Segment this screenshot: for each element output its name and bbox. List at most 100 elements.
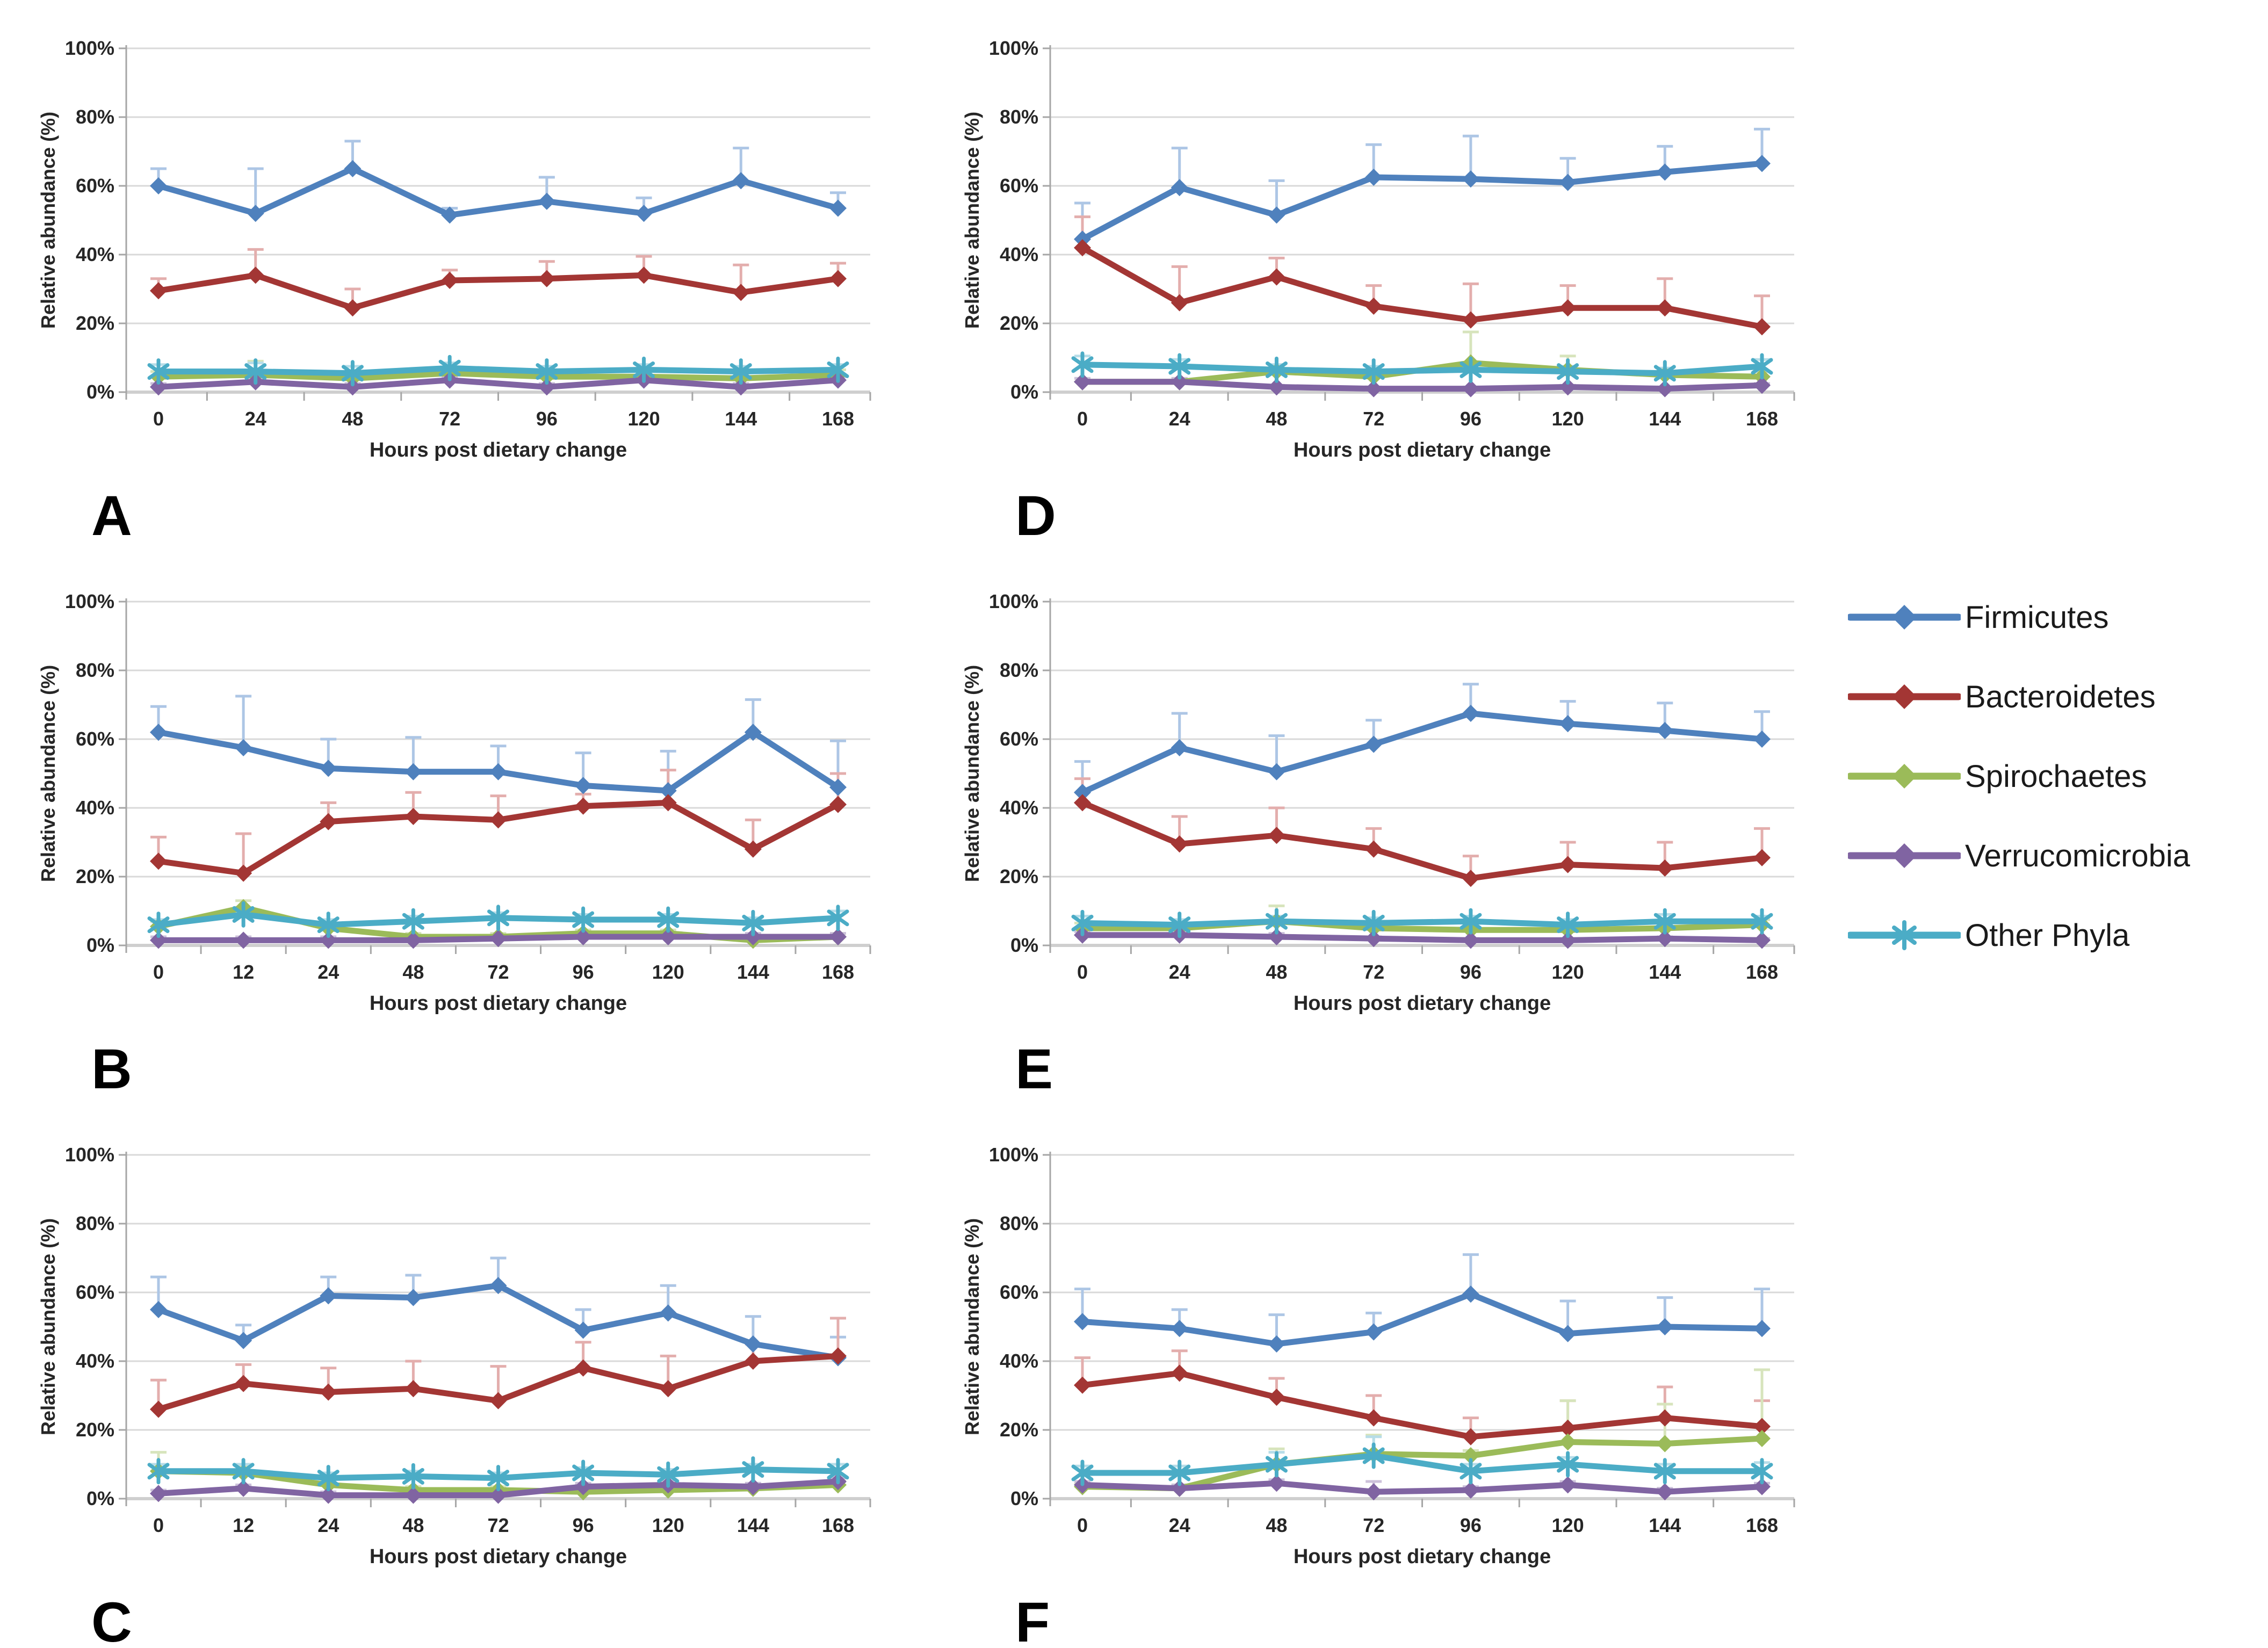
panel-f-letter: F	[1015, 1591, 1050, 1648]
legend-label: Bacteroidetes	[1965, 679, 2156, 714]
svg-text:Relative abundance (%): Relative abundance (%)	[37, 1218, 59, 1435]
svg-text:100%: 100%	[65, 1144, 114, 1166]
svg-text:144: 144	[737, 961, 769, 983]
svg-text:Relative abundance (%): Relative abundance (%)	[961, 665, 983, 882]
panel-c-chart: 0% 20% 40% 60% 80% 100% 0 12 24 48 72 96 120 144 168 Ho…	[37, 1144, 871, 1568]
series-other-phyla	[147, 901, 849, 938]
axis-labels: 0% 20% 40% 60% 80% 100% 0 24 48 72 96 120 144 168 Hour…	[961, 37, 1778, 461]
svg-text:48: 48	[1266, 961, 1287, 983]
svg-text:20%: 20%	[1000, 312, 1038, 334]
series-bacteroidetes	[150, 1347, 847, 1418]
svg-text:48: 48	[342, 408, 363, 430]
series-verrucomicrobia	[150, 928, 847, 949]
panel-c: 0% 20% 40% 60% 80% 100% 0 12 24 48 72 96 120 144 168 Ho…	[32, 1117, 902, 1648]
svg-text:144: 144	[1649, 408, 1681, 430]
error-bars	[1074, 683, 1770, 941]
series-other-phyla	[147, 355, 849, 387]
svg-text:48: 48	[1266, 1514, 1287, 1536]
svg-text:168: 168	[1746, 1514, 1778, 1536]
svg-text:120: 120	[1552, 408, 1584, 430]
svg-text:20%: 20%	[76, 312, 114, 334]
svg-text:120: 120	[628, 408, 660, 430]
svg-text:168: 168	[822, 408, 854, 430]
series-verrucomicrobia	[1074, 373, 1771, 397]
svg-text:0: 0	[153, 408, 164, 430]
svg-text:144: 144	[725, 408, 757, 430]
svg-text:72: 72	[1363, 1514, 1384, 1536]
svg-text:100%: 100%	[989, 37, 1038, 59]
svg-text:96: 96	[1460, 961, 1482, 983]
legend-item-bacteroidetes: Bacteroidetes	[1848, 657, 2267, 736]
firmicutes-line-marker-icon	[1848, 605, 1961, 630]
verrucomicrobia-line-marker-icon	[1848, 843, 1961, 868]
svg-text:168: 168	[1746, 408, 1778, 430]
svg-text:20%: 20%	[76, 1419, 114, 1441]
series-other-phyla	[1071, 351, 1773, 387]
svg-text:0: 0	[1077, 408, 1088, 430]
panel-a-chart: 0% 20% 40% 60% 80% 100% 0 24 48 72 96 120 144 168 Hour…	[37, 37, 871, 461]
svg-text:Hours post dietary change: Hours post dietary change	[1294, 992, 1551, 1015]
series-bacteroidetes	[1074, 1364, 1771, 1445]
svg-text:100%: 100%	[989, 1144, 1038, 1166]
axis-labels: 0% 20% 40% 60% 80% 100% 0 24 48 72 96 120 144 168 Hour…	[961, 1144, 1778, 1568]
svg-text:168: 168	[1746, 961, 1778, 983]
svg-text:48: 48	[402, 961, 424, 983]
svg-text:72: 72	[1363, 408, 1384, 430]
series-bacteroidetes	[150, 266, 847, 317]
svg-text:Relative abundance (%): Relative abundance (%)	[37, 112, 59, 329]
series-bacteroidetes	[1074, 794, 1771, 887]
series-firmicutes	[1074, 705, 1771, 801]
svg-text:0%: 0%	[1010, 934, 1038, 956]
svg-text:40%: 40%	[1000, 797, 1038, 819]
other-phyla-line-marker-icon	[1848, 920, 1961, 950]
svg-text:12: 12	[233, 1514, 254, 1536]
svg-text:0%: 0%	[86, 934, 114, 956]
gridlines	[1043, 1152, 1795, 1507]
svg-text:40%: 40%	[76, 797, 114, 819]
panel-c-letter: C	[91, 1591, 132, 1648]
svg-text:48: 48	[402, 1514, 424, 1536]
svg-text:100%: 100%	[65, 37, 114, 59]
svg-text:Hours post dietary change: Hours post dietary change	[370, 439, 627, 461]
panel-d: 0% 20% 40% 60% 80% 100% 0 24 48 72 96 120 144 168 Hour…	[956, 11, 1826, 556]
svg-text:20%: 20%	[76, 865, 114, 887]
svg-text:20%: 20%	[1000, 865, 1038, 887]
svg-text:72: 72	[487, 961, 509, 983]
gridlines	[1043, 598, 1795, 954]
svg-text:Hours post dietary change: Hours post dietary change	[370, 992, 627, 1015]
axis-labels: 0% 20% 40% 60% 80% 100% 0 24 48 72 96 120 144 168 Hour…	[961, 590, 1778, 1015]
panel-a-letter: A	[91, 485, 132, 547]
svg-text:Hours post dietary change: Hours post dietary change	[1294, 1545, 1551, 1568]
svg-text:80%: 80%	[76, 1212, 114, 1234]
panel-e: 0% 20% 40% 60% 80% 100% 0 24 48 72 96 120 144 168 Hour…	[956, 564, 1826, 1109]
panel-d-letter: D	[1015, 485, 1056, 547]
svg-text:72: 72	[1363, 961, 1384, 983]
legend: Firmicutes Bacteroidetes Spirochaetes Ve…	[1848, 577, 2267, 975]
svg-text:0%: 0%	[86, 381, 114, 403]
svg-text:96: 96	[1460, 408, 1482, 430]
legend-item-firmicutes: Firmicutes	[1848, 577, 2267, 657]
svg-text:72: 72	[487, 1514, 509, 1536]
svg-text:40%: 40%	[76, 243, 114, 265]
svg-text:80%: 80%	[1000, 1212, 1038, 1234]
svg-text:0%: 0%	[86, 1487, 114, 1509]
svg-text:60%: 60%	[1000, 175, 1038, 197]
series-other-phyla	[1071, 1442, 1773, 1486]
series-verrucomicrobia	[1074, 1474, 1771, 1501]
svg-text:144: 144	[1649, 961, 1681, 983]
svg-text:100%: 100%	[989, 590, 1038, 612]
series-firmicutes	[150, 1277, 847, 1367]
svg-text:96: 96	[573, 961, 594, 983]
svg-text:96: 96	[536, 408, 558, 430]
svg-text:Hours post dietary change: Hours post dietary change	[1294, 439, 1551, 461]
legend-item-other-phyla: Other Phyla	[1848, 895, 2267, 975]
svg-text:96: 96	[1460, 1514, 1482, 1536]
svg-text:60%: 60%	[76, 728, 114, 750]
svg-text:0: 0	[1077, 961, 1088, 983]
svg-text:72: 72	[439, 408, 460, 430]
svg-text:Relative abundance (%): Relative abundance (%)	[961, 1218, 983, 1435]
series-bacteroidetes	[150, 794, 847, 882]
svg-text:40%: 40%	[1000, 243, 1038, 265]
series-firmicutes	[150, 160, 847, 224]
